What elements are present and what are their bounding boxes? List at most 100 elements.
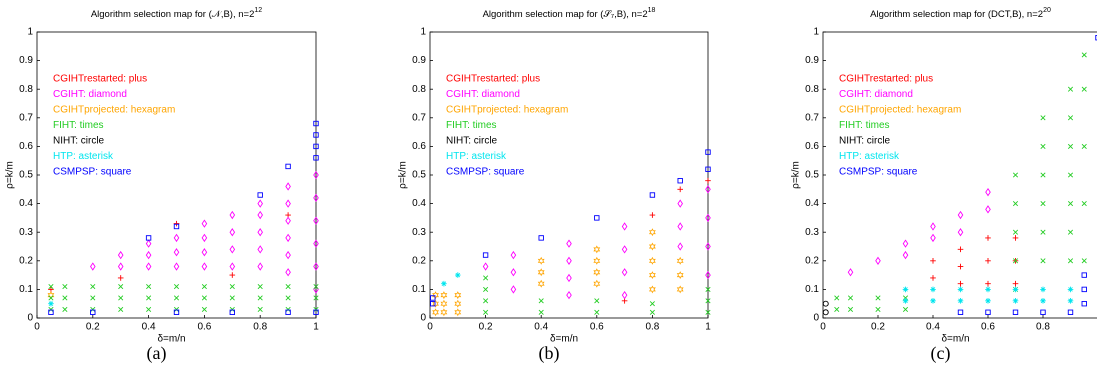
hexagram-marker [432, 308, 439, 317]
diamond-marker [313, 193, 319, 203]
asterisk-marker [1067, 298, 1074, 304]
asterisk-marker [957, 298, 964, 304]
diamond-marker [930, 233, 936, 243]
diamond-marker [257, 199, 263, 208]
hexagram-marker [648, 271, 656, 280]
diamond-marker [677, 199, 683, 208]
square-marker [173, 223, 180, 230]
x-axis-label: δ=m/n [157, 334, 185, 345]
y-tick-label: 0 [420, 313, 426, 324]
times-marker [1067, 201, 1074, 207]
y-tick-label: 1 [813, 27, 819, 38]
diamond-marker [621, 268, 628, 277]
square-marker [705, 149, 711, 155]
diamond-marker [902, 239, 909, 248]
hexagram-marker [537, 256, 545, 265]
square-marker [48, 309, 54, 315]
hexagram-marker [648, 228, 656, 237]
x-tick-label: 1 [313, 322, 319, 333]
x-tick-label: 0 [34, 322, 40, 333]
times-marker [847, 295, 854, 301]
diamond-marker [705, 185, 711, 194]
diamond-marker [201, 233, 208, 243]
diamond-marker [257, 262, 263, 271]
diamond-marker [313, 239, 319, 248]
times-marker [62, 295, 68, 301]
caption: (a) [147, 343, 167, 364]
diamond-marker [201, 219, 208, 228]
diamond-marker [145, 262, 152, 271]
y-tick-label: 0.4 [412, 198, 426, 209]
y-tick-label: 0.2 [805, 255, 819, 266]
hexagram-marker [440, 308, 448, 317]
times-marker [1081, 143, 1087, 149]
times-marker [1067, 115, 1074, 121]
legend-entry: NIHT: circle [839, 136, 891, 147]
square-marker [649, 192, 656, 198]
asterisk-marker [985, 298, 991, 304]
asterisk-marker [455, 272, 461, 278]
plus-marker [957, 280, 964, 287]
plus-marker [705, 177, 711, 184]
square-marker [1040, 309, 1046, 315]
times-marker [1081, 201, 1087, 207]
title-text: Algorithm selection map for (𝒮₇,B), n=2 [483, 9, 648, 20]
legend-entry: CGIHT: diamond [53, 89, 127, 100]
diamond-marker [257, 245, 263, 254]
y-tick-label: 0.4 [19, 198, 33, 209]
legend-entry: CGIHTrestarted: plus [839, 74, 933, 85]
square-marker [313, 309, 319, 315]
x-tick-label: 0.6 [197, 322, 211, 333]
y-tick-label: 0.7 [805, 112, 819, 123]
x-tick-label: 0.8 [253, 322, 267, 333]
times-marker [705, 286, 711, 292]
times-marker [1040, 201, 1046, 207]
chart-title: Algorithm selection map for (𝒩,B), n=212 [91, 7, 262, 20]
y-tick-label: 0.6 [412, 141, 426, 152]
square-marker [173, 309, 180, 315]
times-marker [146, 295, 152, 301]
times-marker [594, 309, 600, 315]
square-marker [313, 132, 319, 138]
diamond-marker [621, 222, 628, 231]
hexagram-marker [593, 256, 601, 265]
times-marker [313, 306, 319, 312]
times-marker [902, 306, 909, 312]
plus-marker [173, 220, 180, 227]
times-marker [229, 295, 235, 301]
square-marker [594, 215, 600, 221]
times-marker [834, 306, 840, 312]
diamond-marker [285, 233, 291, 243]
times-marker [649, 309, 655, 315]
diamond-marker [510, 250, 517, 260]
title-exponent: 18 [648, 7, 656, 14]
diamond-marker [173, 262, 180, 271]
legend-entry: NIHT: circle [446, 136, 498, 147]
y-tick-label: 0.5 [412, 170, 426, 181]
diamond-marker [510, 268, 517, 277]
times-marker [173, 283, 180, 290]
square-marker [430, 295, 436, 301]
y-tick-label: 0.8 [19, 84, 33, 95]
diamond-marker [705, 242, 711, 251]
diamond-marker [229, 228, 236, 237]
x-axis-label: δ=m/n [550, 334, 578, 345]
x-tick-label: 0.4 [926, 322, 940, 333]
diamond-marker [985, 187, 991, 197]
times-marker [90, 295, 96, 301]
diamond-marker [117, 250, 124, 260]
diamond-marker [285, 268, 291, 277]
hexagram-marker [454, 291, 462, 300]
times-marker [62, 283, 68, 290]
times-marker [48, 306, 54, 312]
hexagram-marker [432, 291, 439, 300]
title-exponent: 12 [254, 7, 262, 14]
caption: (b) [539, 343, 560, 364]
square-marker [285, 163, 291, 170]
x-tick-label: 0.2 [479, 322, 493, 333]
legend-entry: HTP: asterisk [53, 151, 114, 162]
y-tick-label: 0.3 [19, 227, 33, 238]
diamond-marker [705, 213, 711, 223]
times-marker [1067, 229, 1074, 235]
times-marker [1040, 143, 1046, 149]
